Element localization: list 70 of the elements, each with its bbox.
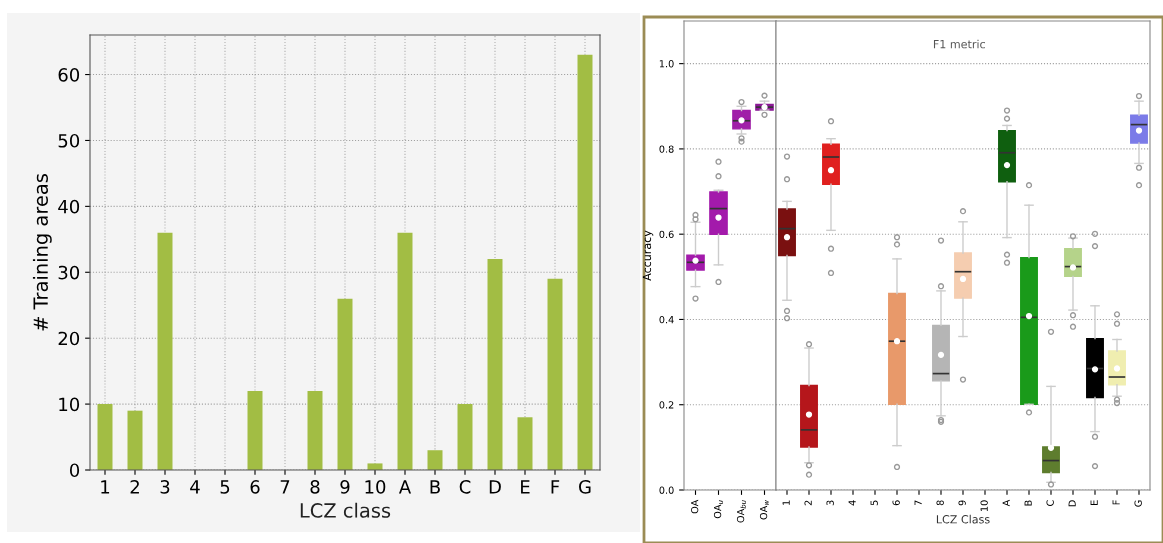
x-tick-label: 4 [848,500,856,506]
bar [397,232,413,470]
x-tick-label: 7 [914,500,922,506]
x-tick-label: G [579,480,591,494]
x-tick-label: OA$_{u}$ [713,500,723,519]
x-tick-label: C [1046,500,1054,506]
x-tick-label: F [1112,500,1120,505]
x-axis-title: LCZ class [300,502,391,518]
bar [487,259,503,470]
y-tick-label: 0 [69,463,80,478]
x-tick-label: OA$_{bu}$ [736,500,746,523]
x-tick-label: E [521,480,530,494]
x-tick-label: 3 [160,480,170,494]
bar [367,463,383,470]
y-tick-label: 0.6 [659,230,674,239]
x-tick-label: 6 [892,500,900,506]
x-tick-label: 2 [804,500,812,506]
x-tick-label: 8 [936,500,944,506]
x-tick-label: 5 [220,480,230,494]
bar [547,278,563,470]
x-tick-label: B [1024,500,1032,506]
y-tick-label: 50 [58,133,80,148]
x-tick-label: OA [690,499,699,514]
x-tick-label: D [1068,500,1076,507]
y-tick-label: 30 [58,265,80,280]
x-tick-label: B [430,480,440,494]
x-axis-title: LCZ Class [936,514,990,524]
bar [337,298,353,470]
x-tick-label: 8 [310,480,320,494]
bar [457,404,473,470]
x-tick-label: 1 [101,480,110,494]
x-tick-label: E [1090,500,1098,505]
x-tick-label: A [1002,499,1010,507]
bar [127,410,143,470]
x-tick-label: 5 [870,500,878,506]
y-tick-label: 0.0 [659,486,674,494]
bar [577,54,593,470]
y-tick-label: 10 [59,397,80,412]
annotation: F1 metric [933,39,985,49]
y-tick-label: 1.0 [659,60,674,68]
x-tick-label: 1 [782,500,790,505]
bar [157,232,173,470]
x-tick-label: 9 [340,480,350,494]
y-tick-label: 0.8 [659,145,674,153]
bar [307,390,323,470]
x-tick-label: 10 [365,480,386,494]
bar [247,390,263,470]
x-tick-label: G [1134,500,1142,507]
y-tick-label: 40 [58,199,80,214]
x-tick-label: 9 [958,500,966,506]
bar [97,404,113,470]
x-tick-label: 10 [980,500,988,512]
x-tick-label: 2 [130,480,139,494]
y-tick-label: 60 [58,68,80,82]
y-tick-label: 20 [58,331,80,346]
x-tick-label: 6 [250,480,260,494]
bar [517,417,533,470]
y-axis-title: Accuracy [642,230,654,281]
x-tick-label: A [398,480,412,494]
x-tick-label: D [489,480,501,494]
x-tick-label: F [551,480,560,494]
y-tick-label: 0.4 [659,315,674,324]
y-axis-title: # Training areas [32,174,52,331]
x-tick-label: 7 [280,480,290,494]
bar [427,450,443,470]
y-tick-label: 0.2 [659,401,674,409]
x-tick-label: OA$_{w}$ [759,500,769,520]
x-tick-label: 4 [190,480,200,494]
x-tick-label: C [459,480,471,494]
x-tick-label: 3 [826,500,834,506]
